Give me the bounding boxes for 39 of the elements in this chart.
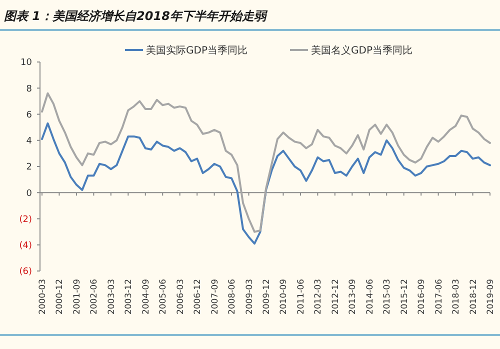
x-tick-label: 2018-12 [468,279,479,315]
x-tick-label: 2008-06 [228,279,238,315]
x-tick-label: 2007-09 [210,279,220,315]
x-tick-label: 2018-03 [452,279,462,315]
x-tick-label: 2004-09 [141,279,152,315]
x-tick-label: 2009-12 [262,279,272,315]
x-tick-label: 2012-12 [330,279,341,315]
x-tick-label: 2012-03 [314,279,324,315]
x-tick-label: 2015-12 [400,279,410,315]
x-tick-label: 2013-09 [348,279,358,315]
y-tick-label: 2 [26,162,32,173]
x-tick-label: 2017-06 [434,279,444,315]
x-tick-label: 2006-12 [193,279,204,315]
x-tick-label: 2001-09 [72,279,82,315]
x-tick-label: 2000-12 [55,279,66,315]
legend-label: 美国实际GDP当季同比 [146,44,248,56]
x-tick-label: 2019-09 [486,279,496,315]
y-tick-label: 6 [26,110,32,120]
y-tick-label: 10 [20,58,32,68]
x-tick-label: 2005-06 [158,279,169,315]
y-tick-label: 8 [26,84,32,94]
y-tick-label: 4 [26,136,32,147]
x-tick-label: 2014-06 [365,279,376,315]
y-tick-label: 0 [26,188,32,199]
y-tick-label: (2) [19,214,32,225]
x-tick-label: 2006-03 [176,279,186,315]
x-tick-label: 2016-09 [417,279,428,315]
x-tick-label: 2009-03 [244,279,255,315]
x-tick-label: 2002-06 [90,279,100,315]
x-tick-label: 2003-12 [124,279,134,315]
x-tick-label: 2015-03 [382,279,393,315]
x-tick-label: 2003-03 [106,279,117,315]
y-tick-label: (4) [19,241,32,252]
chart-title: 图表 1：美国经济增长自2018年下半年开始走弱 [4,9,268,23]
x-tick-label: 2000-03 [38,279,48,315]
legend-label: 美国名义GDP当季同比 [311,44,412,56]
y-tick-label: (6) [19,267,32,278]
x-tick-label: 2010-09 [279,279,290,315]
x-tick-label: 2011-06 [296,279,306,315]
